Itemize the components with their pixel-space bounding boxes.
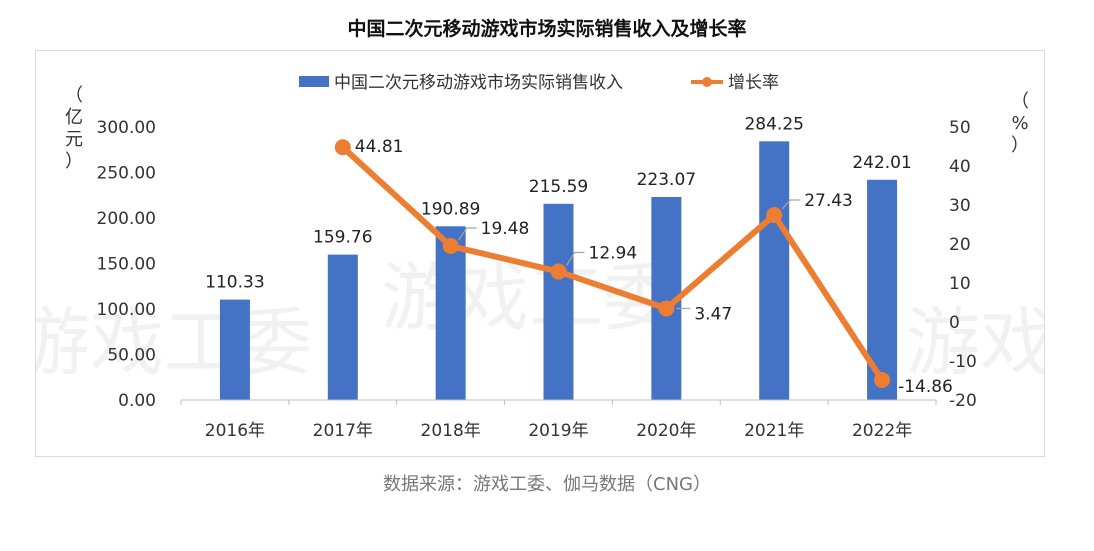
growth-point (658, 300, 675, 317)
chart-svg: 游戏工委游戏工委游戏工委中国二次元移动游戏市场实际销售收入增长率（亿元）（%）0… (36, 73, 1044, 441)
bar (759, 141, 790, 400)
y-left-tick-label: 50.00 (107, 346, 156, 366)
bar-value-label: 284.25 (744, 114, 803, 134)
bar-value-label: 215.59 (529, 177, 588, 197)
growth-label-leader (781, 199, 801, 210)
y-left-tick-label: 300.00 (97, 118, 156, 138)
y-right-unit-char: % (1011, 113, 1028, 134)
growth-value-label: 3.47 (694, 304, 732, 324)
growth-value-label: 19.48 (481, 219, 530, 239)
bar (543, 203, 574, 400)
growth-value-label: 44.81 (355, 137, 404, 157)
legend-line-label: 增长率 (728, 73, 779, 93)
y-right-tick-label: 30 (949, 196, 971, 216)
growth-point (334, 139, 351, 156)
bar-value-label: 190.89 (421, 199, 480, 219)
bar-value-label: 110.33 (205, 273, 264, 293)
y-right-tick-label: 0 (949, 313, 960, 333)
legend-line-marker (702, 77, 712, 87)
bar (327, 254, 358, 400)
chart-frame: 游戏工委游戏工委游戏工委中国二次元移动游戏市场实际销售收入增长率（亿元）（%）0… (35, 50, 1045, 457)
y-left-unit-char: （ (65, 85, 83, 106)
growth-point (442, 238, 459, 255)
bar-value-label: 159.76 (313, 228, 372, 248)
growth-value-label: 12.94 (589, 244, 638, 264)
bar (219, 299, 250, 400)
source-note: 数据来源：游戏工委、伽马数据（CNG） (383, 474, 711, 495)
y-left-tick-label: 250.00 (97, 164, 156, 184)
x-tick-label: 2016年 (205, 421, 265, 441)
growth-value-label: -14.86 (898, 377, 953, 397)
y-right-tick-label: 50 (949, 118, 971, 138)
x-tick-label: 2022年 (852, 421, 912, 441)
growth-point (766, 207, 783, 224)
watermark-text: 游戏工委 (906, 300, 1044, 386)
growth-point (874, 371, 891, 388)
y-right-tick-label: 40 (949, 157, 971, 177)
bar (435, 226, 466, 400)
chart-title: 中国二次元移动游戏市场实际销售收入及增长率 (347, 18, 747, 40)
bar-value-label: 242.01 (852, 153, 911, 173)
y-left-unit-char: 元 (65, 129, 83, 150)
y-left-unit-char: ） (65, 151, 83, 172)
growth-line (339, 144, 886, 383)
growth-label-leader (458, 227, 477, 241)
growth-label-leader (565, 251, 585, 266)
y-left-tick-label: 200.00 (97, 209, 156, 229)
y-left-tick-label: 100.00 (97, 300, 156, 320)
y-right-unit-char: ） (1011, 135, 1029, 156)
x-tick-label: 2018年 (421, 421, 481, 441)
legend-bar-swatch (299, 76, 329, 87)
bar-value-label: 223.07 (637, 170, 696, 190)
y-left-tick-label: 150.00 (97, 255, 156, 275)
growth-value-label: 27.43 (804, 191, 853, 211)
y-right-tick-label: -10 (949, 352, 977, 372)
legend-bar-label: 中国二次元移动游戏市场实际销售收入 (334, 73, 623, 93)
growth-point (550, 263, 567, 280)
y-left-tick-label: 0.00 (118, 391, 156, 411)
y-left-unit-char: 亿 (65, 107, 83, 128)
x-tick-label: 2020年 (636, 421, 696, 441)
watermark-text: 游戏工委 (36, 300, 312, 386)
x-tick-label: 2019年 (528, 421, 588, 441)
y-right-tick-label: 10 (949, 274, 971, 294)
y-right-unit-char: （ (1011, 91, 1029, 112)
x-tick-label: 2017年 (313, 421, 373, 441)
y-right-tick-label: 20 (949, 235, 971, 255)
x-tick-label: 2021年 (744, 421, 804, 441)
y-right-tick-label: -20 (949, 391, 977, 411)
